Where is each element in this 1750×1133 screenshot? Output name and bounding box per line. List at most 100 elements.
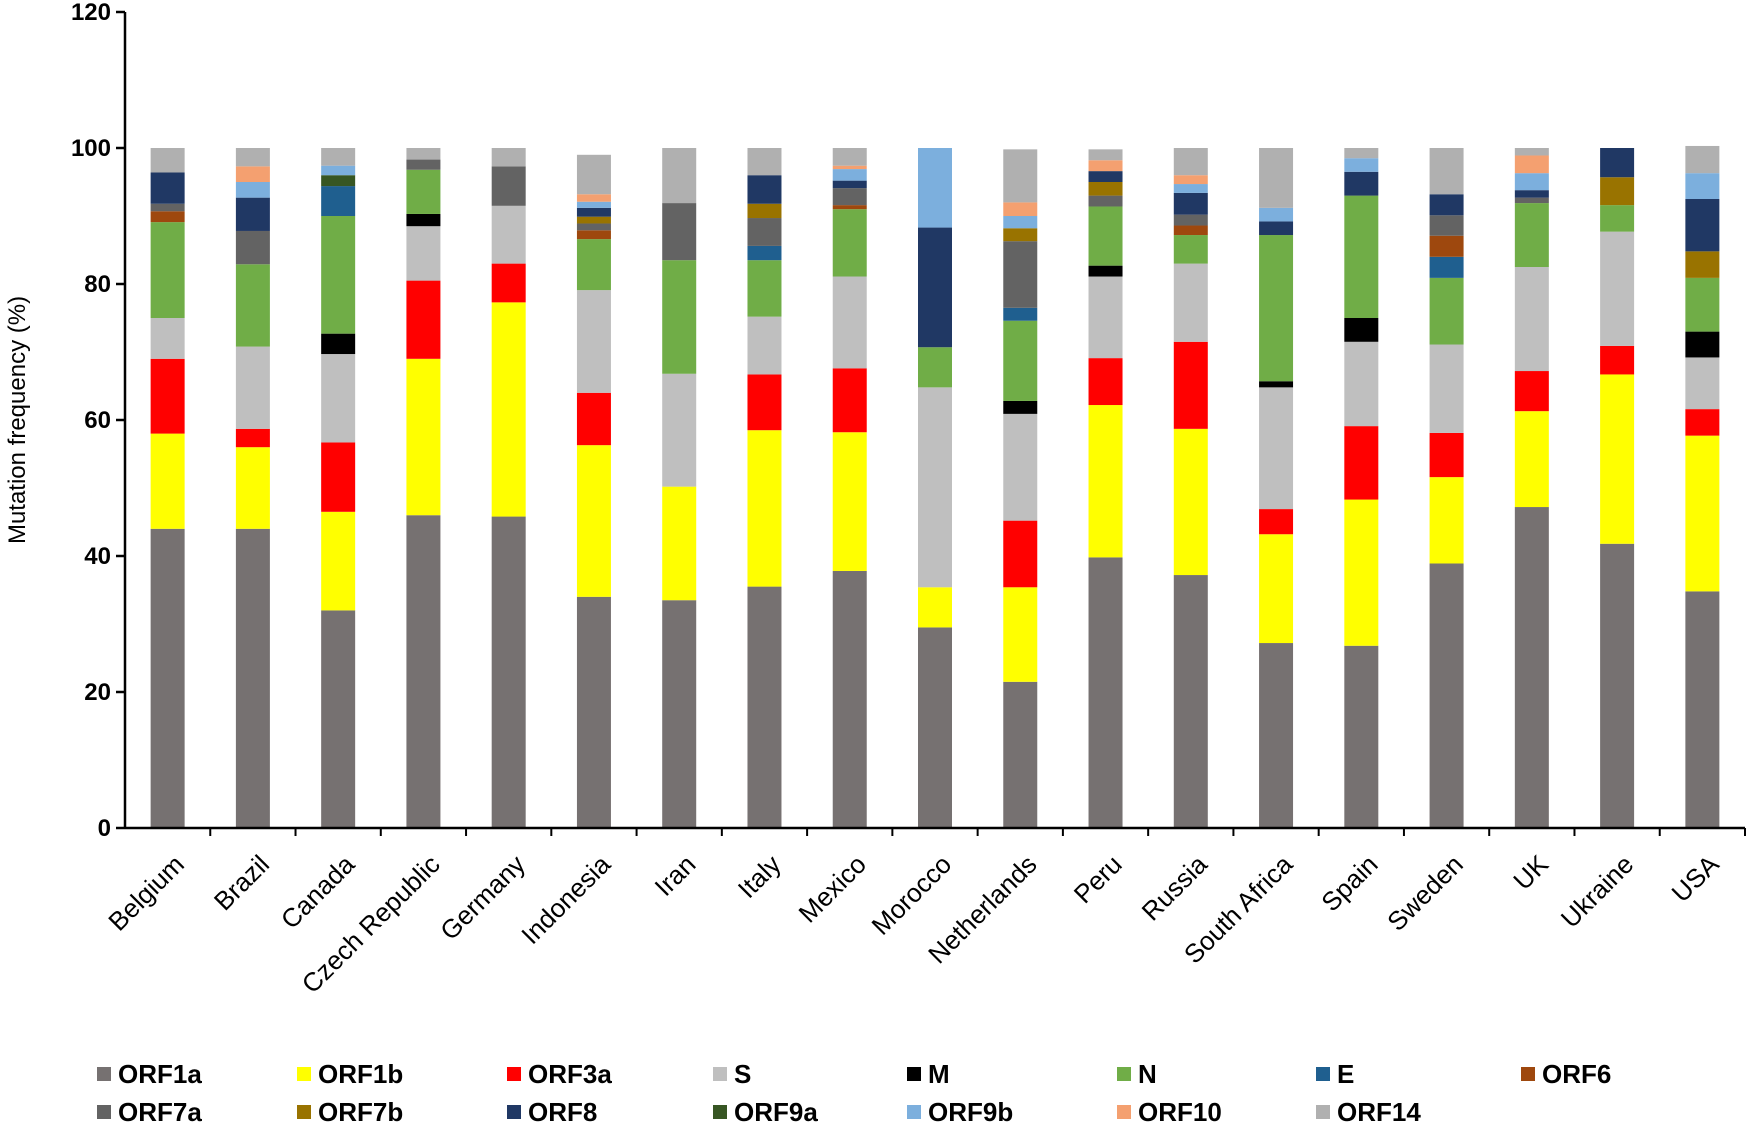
bar-segment-n-brazil [235, 264, 270, 347]
bar-segment-s-netherlands [1003, 413, 1038, 521]
bar-segment-e-netherlands [1003, 307, 1038, 321]
bar-segment-orf3a-uk [1514, 371, 1549, 412]
bar-segment-s-czech-republic [406, 226, 441, 281]
bar-segment-m-canada [321, 333, 356, 355]
legend-label: ORF10 [1138, 1097, 1222, 1127]
bar-segment-m-netherlands [1003, 400, 1038, 414]
bar-segment-orf9b-uk [1514, 173, 1549, 191]
x-tick-label: Peru [1068, 849, 1128, 909]
bar-segment-orf10-peru [1088, 160, 1123, 172]
bar-segment-orf1a-usa [1685, 591, 1720, 828]
legend-label: E [1337, 1059, 1354, 1089]
bar-segment-orf8-russia [1173, 192, 1208, 215]
bar-segment-orf1a-sweden [1429, 563, 1464, 828]
bar-segment-orf1b-mexico [832, 432, 867, 571]
bar-segment-orf9b-south-africa [1259, 207, 1294, 222]
bar-segment-n-south-africa [1259, 235, 1294, 382]
legend-item-orf9b: ORF9b [907, 1097, 1013, 1127]
bar-segment-s-belgium [150, 318, 185, 359]
legend-item-orf7a: ORF7a [97, 1097, 202, 1127]
bar-segment-m-spain [1344, 318, 1379, 342]
y-tick-label: 0 [98, 815, 111, 842]
bar-segment-e-canada [321, 186, 356, 216]
bar-segment-orf14-czech-republic [406, 148, 441, 160]
bar-segment-orf8-uk [1514, 190, 1549, 198]
bar-segment-s-spain [1344, 341, 1379, 427]
bar-segment-orf14-mexico [832, 148, 867, 166]
bar-segment-orf3a-belgium [150, 358, 185, 434]
x-tick-label: Indonesia [515, 849, 616, 950]
bar-segment-orf14-canada [321, 148, 356, 166]
bar-segment-orf1b-germany [491, 302, 526, 517]
legend-item-orf8: ORF8 [507, 1097, 597, 1127]
legend-label: ORF7a [118, 1097, 202, 1127]
y-tick-label: 120 [71, 0, 111, 26]
bar-segment-orf10-mexico [832, 165, 867, 170]
bar-segment-orf1b-usa [1685, 435, 1720, 592]
bar-segment-orf10-netherlands [1003, 202, 1038, 216]
bar-segment-orf6-sweden [1429, 235, 1464, 257]
bar-segment-orf7a-peru [1088, 195, 1123, 207]
bar-segment-orf7b-usa [1685, 251, 1720, 278]
bar-segment-orf8-south-africa [1259, 221, 1294, 236]
bar-segment-orf7b-netherlands [1003, 228, 1038, 242]
bar-segment-orf1a-italy [747, 586, 782, 828]
legend-item-orf6: ORF6 [1521, 1059, 1611, 1089]
bar-segment-orf1b-iran [662, 486, 697, 601]
bar-segment-n-belgium [150, 222, 185, 318]
bar-segment-orf1b-brazil [235, 447, 270, 529]
bar-segment-n-indonesia [576, 239, 611, 291]
bar-segment-orf1b-peru [1088, 405, 1123, 558]
bar-segment-orf6-indonesia [576, 230, 611, 240]
y-tick-label: 80 [84, 271, 111, 298]
bar-segment-orf7b-italy [747, 203, 782, 219]
bar-segment-orf9b-netherlands [1003, 216, 1038, 229]
bar-segment-e-italy [747, 245, 782, 261]
bar-segment-e-sweden [1429, 256, 1464, 278]
legend-swatch [97, 1105, 111, 1119]
legend-swatch [297, 1067, 311, 1081]
bar-segment-orf1a-peru [1088, 557, 1123, 828]
bar-segment-orf8-indonesia [576, 207, 611, 217]
x-tick-label: Sweden [1381, 849, 1469, 937]
bar-segment-orf1b-italy [747, 430, 782, 587]
bar-segment-orf9b-indonesia [576, 201, 611, 208]
bar-segment-orf1a-iran [662, 600, 697, 828]
legend-item-m: M [907, 1059, 950, 1089]
bar-segment-n-netherlands [1003, 320, 1038, 401]
bar-segment-orf1b-spain [1344, 499, 1379, 646]
bar-segment-n-italy [747, 260, 782, 317]
bar-segment-orf8-italy [747, 175, 782, 204]
bar-segment-orf10-russia [1173, 175, 1208, 185]
bar-segment-orf7a-sweden [1429, 215, 1464, 236]
bar-segment-orf3a-ukraine [1600, 345, 1635, 375]
bar-segment-s-ukraine [1600, 231, 1635, 346]
bar-segment-n-spain [1344, 195, 1379, 318]
bar-segment-m-czech-republic [406, 213, 441, 227]
legend-item-e: E [1316, 1059, 1354, 1089]
legend-swatch [1316, 1105, 1330, 1119]
bar-segment-orf3a-spain [1344, 426, 1379, 500]
legend-swatch [1117, 1067, 1131, 1081]
bar-segment-orf7a-iran [662, 203, 697, 261]
bar-segment-s-germany [491, 205, 526, 264]
bar-segment-orf6-russia [1173, 225, 1208, 236]
bar-segment-orf7a-czech-republic [406, 159, 441, 170]
bar-segment-orf1b-netherlands [1003, 587, 1038, 682]
bar-segment-orf3a-usa [1685, 409, 1720, 436]
bar-segment-s-sweden [1429, 344, 1464, 433]
x-tick-label: Italy [732, 849, 787, 904]
y-tick-label: 100 [71, 135, 111, 162]
bar-segment-n-russia [1173, 235, 1208, 264]
bar-segment-orf1a-germany [491, 516, 526, 828]
x-tick-label: Canada [275, 849, 361, 935]
bar-segment-orf1b-indonesia [576, 445, 611, 597]
x-tick-label: Brazil [208, 849, 275, 916]
bar-segment-orf1a-netherlands [1003, 681, 1038, 828]
bar-segment-n-uk [1514, 203, 1549, 267]
bar-segment-s-brazil [235, 346, 270, 429]
bar-segment-n-canada [321, 216, 356, 334]
legend-label: ORF14 [1337, 1097, 1421, 1127]
bar-segment-orf1b-russia [1173, 428, 1208, 576]
bar-segment-orf8-usa [1685, 199, 1720, 252]
